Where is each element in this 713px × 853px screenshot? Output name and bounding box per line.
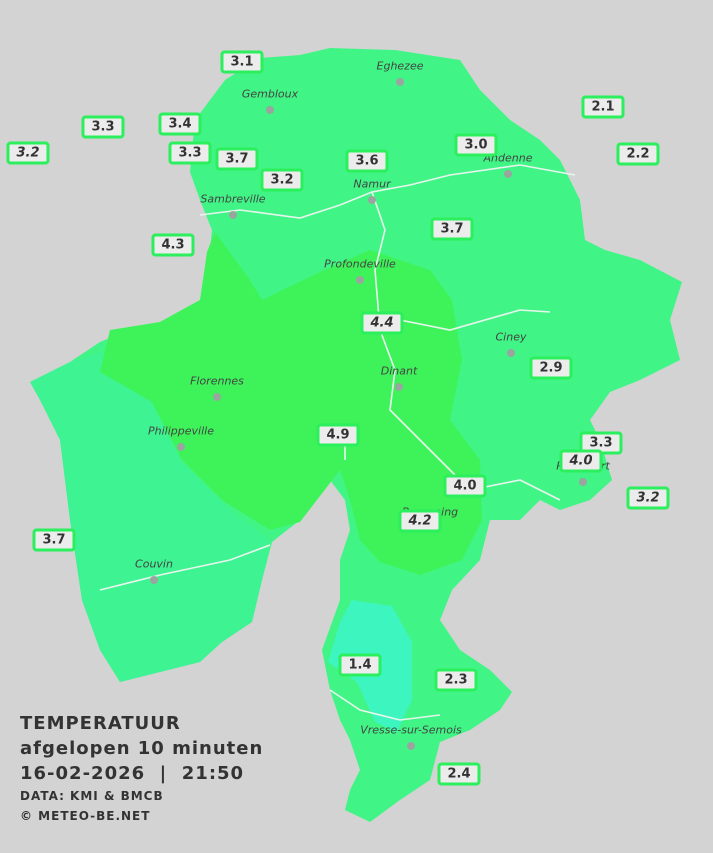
town-marker	[229, 211, 237, 219]
town-label: Dinant	[380, 364, 418, 378]
temperature-badge: 3.2	[6, 141, 50, 165]
temperature-badge: 2.4	[437, 762, 481, 786]
temperature-badge: 3.6	[345, 149, 389, 173]
temperature-badge: 4.0	[559, 449, 603, 473]
temperature-badge: 3.2	[260, 168, 304, 192]
legend: TEMPERATUUR afgelopen 10 minuten 16-02-2…	[20, 711, 263, 826]
temperature-badge: 4.3	[151, 233, 195, 257]
town-marker	[395, 383, 403, 391]
temperature-badge: 3.2	[626, 486, 670, 510]
town-marker	[368, 196, 376, 204]
town-label: Namur	[353, 177, 391, 191]
town-marker	[504, 170, 512, 178]
map-title: TEMPERATUUR	[20, 713, 181, 734]
town-label: Ciney	[495, 330, 527, 344]
data-source: DATA: KMI & BMCB	[20, 789, 164, 803]
town-marker	[177, 443, 185, 451]
town-marker	[579, 478, 587, 486]
town-label: Florennes	[190, 374, 244, 388]
town-marker	[396, 78, 404, 86]
map-datetime: 16-02-2026 | 21:50	[20, 763, 245, 784]
temperature-badge: 4.0	[443, 474, 487, 498]
town-label: Gembloux	[241, 87, 299, 101]
temperature-badge: 3.7	[215, 147, 259, 171]
copyright: © METEO-BE.NET	[20, 809, 151, 823]
temperature-badge: 3.3	[168, 141, 212, 165]
map-subtitle: afgelopen 10 minuten	[20, 738, 264, 759]
temperature-badge: 3.4	[158, 112, 202, 136]
temperature-badge: 4.4	[360, 311, 404, 335]
temperature-badge: 4.9	[316, 423, 360, 447]
town-label: Eghezee	[376, 59, 424, 73]
town-label: Couvin	[135, 557, 173, 571]
temperature-badge: 3.7	[32, 528, 76, 552]
town-label: Sambreville	[200, 192, 266, 206]
temperature-badge: 2.9	[529, 356, 573, 380]
town-label: Vresse-sur-Semois	[360, 723, 462, 737]
temperature-badge: 2.1	[581, 95, 625, 119]
town-label: Profondeville	[324, 257, 396, 271]
town-marker	[213, 393, 221, 401]
town-marker	[407, 742, 415, 750]
temperature-badge: 3.1	[220, 50, 264, 74]
left-cool-zone	[30, 352, 270, 682]
town-marker	[356, 276, 364, 284]
town-marker	[150, 576, 158, 584]
temperature-badge: 3.0	[454, 133, 498, 157]
town-marker	[507, 349, 515, 357]
temperature-badge: 2.2	[616, 142, 660, 166]
town-marker	[266, 106, 274, 114]
temperature-badge: 3.3	[81, 115, 125, 139]
temperature-badge: 2.3	[434, 668, 478, 692]
rivers-borders	[99, 164, 576, 721]
temperature-badge: 4.2	[398, 509, 442, 533]
town-label: Philippeville	[148, 424, 214, 438]
temperature-badge: 3.7	[430, 217, 474, 241]
temperature-badge: 1.4	[338, 653, 382, 677]
